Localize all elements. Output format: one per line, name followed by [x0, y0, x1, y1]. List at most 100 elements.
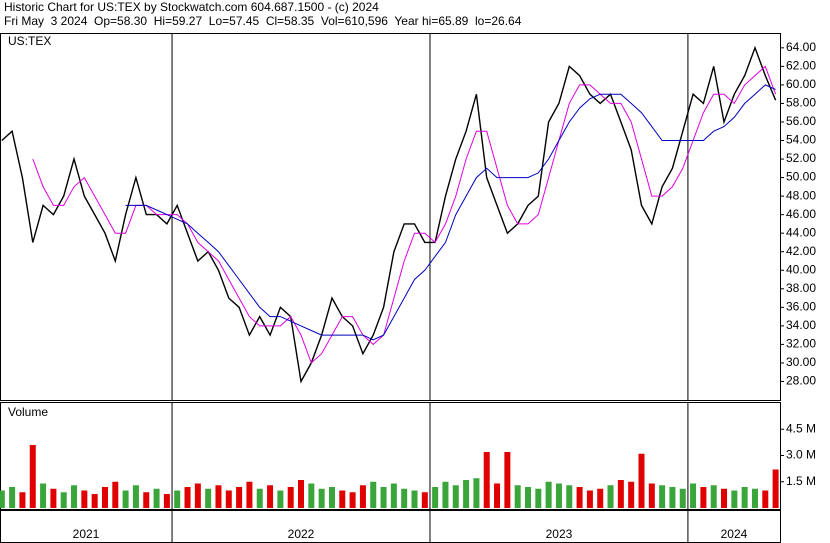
volume-bar	[442, 481, 449, 508]
volume-bar	[452, 485, 459, 508]
volume-bar	[236, 487, 243, 508]
x-tick-label: 2022	[288, 527, 315, 541]
volume-bar	[29, 445, 36, 508]
y-tick-label: 50.00	[786, 170, 816, 184]
y-tick-label: 40.00	[786, 262, 816, 276]
volume-bar	[40, 483, 47, 508]
volume-bar	[163, 494, 170, 508]
y-tick-label: 52.00	[786, 151, 816, 165]
price-line	[32, 65, 777, 364]
volume-bar	[751, 488, 758, 508]
volume-bar	[628, 481, 635, 508]
volume-bar	[50, 488, 57, 508]
y-tick-label: 32.00	[786, 337, 816, 351]
x-tick-label: 2024	[721, 527, 748, 541]
volume-bar	[762, 490, 769, 508]
volume-bar	[101, 487, 108, 508]
volume-bar	[772, 469, 779, 508]
symbol-label: US:TEX	[8, 34, 51, 48]
volume-bar	[638, 453, 645, 508]
volume-bar	[287, 487, 294, 508]
volume-bar	[205, 488, 212, 508]
volume-bar	[19, 492, 26, 508]
volume-bar	[524, 487, 531, 508]
volume-bar	[473, 478, 480, 508]
volume-bar	[153, 488, 160, 508]
volume-bar	[648, 483, 655, 508]
volume-bar	[741, 487, 748, 508]
volume-bar	[91, 494, 98, 508]
volume-bar	[349, 492, 356, 508]
volume-bar	[370, 481, 377, 508]
volume-bar	[421, 492, 428, 508]
volume-bar	[380, 487, 387, 508]
volume-bar	[143, 492, 150, 508]
volume-bar	[659, 485, 666, 508]
volume-bar	[194, 483, 201, 508]
volume-bar	[514, 485, 521, 508]
volume-bar	[390, 483, 397, 508]
volume-bar	[463, 480, 470, 508]
y-tick-label: 3.0 M	[786, 448, 816, 462]
volume-bar	[576, 487, 583, 508]
volume-bar	[246, 481, 253, 508]
volume-bar	[277, 490, 284, 508]
y-tick-label: 42.00	[786, 244, 816, 258]
y-tick-label: 46.00	[786, 207, 816, 221]
y-tick-label: 60.00	[786, 77, 816, 91]
volume-bar	[122, 490, 129, 508]
volume-bar	[267, 485, 274, 508]
price-panel	[0, 33, 781, 401]
y-tick-label: 58.00	[786, 96, 816, 110]
volume-bar	[401, 488, 408, 508]
volume-bar	[318, 488, 325, 508]
volume-bar	[700, 487, 707, 508]
volume-bar	[607, 485, 614, 508]
volume-bar	[483, 452, 490, 508]
y-tick-label: 34.00	[786, 318, 816, 332]
x-tick-label: 2023	[546, 527, 573, 541]
volume-bar	[112, 481, 119, 508]
y-tick-label: 4.5 M	[786, 421, 816, 435]
volume-bar	[586, 490, 593, 508]
price-line	[125, 84, 776, 341]
volume-bar	[494, 483, 501, 508]
volume-bar	[184, 487, 191, 508]
y-tick-label: 36.00	[786, 299, 816, 313]
volume-bar	[504, 452, 511, 508]
volume-bar	[215, 485, 222, 508]
x-tick-label: 2021	[73, 527, 100, 541]
volume-bar	[225, 490, 232, 508]
volume-bar	[555, 483, 562, 508]
volume-bar	[679, 488, 686, 508]
volume-bar	[328, 487, 335, 508]
volume-bar	[9, 487, 16, 508]
y-tick-label: 48.00	[786, 188, 816, 202]
header-line: Historic Chart for US:TEX by Stockwatch.…	[4, 0, 379, 14]
volume-bar	[308, 483, 315, 508]
volume-bar	[535, 488, 542, 508]
volume-bar	[174, 490, 181, 508]
volume-bar	[256, 488, 263, 508]
price-line	[1, 45, 777, 384]
volume-bar	[60, 492, 67, 508]
y-tick-label: 64.00	[786, 40, 816, 54]
volume-bar	[597, 488, 604, 508]
volume-bar	[731, 490, 738, 508]
volume-bar	[411, 490, 418, 508]
volume-bar	[81, 490, 88, 508]
volume-bar	[617, 480, 624, 508]
volume-bar	[359, 485, 366, 508]
y-tick-label: 44.00	[786, 225, 816, 239]
y-tick-label: 54.00	[786, 133, 816, 147]
volume-bar	[545, 481, 552, 508]
y-tick-label: 30.00	[786, 355, 816, 369]
volume-bar	[0, 490, 5, 508]
y-tick-label: 28.00	[786, 374, 816, 388]
volume-bar	[566, 485, 573, 508]
volume-bar	[690, 483, 697, 508]
volume-bar	[710, 485, 717, 508]
